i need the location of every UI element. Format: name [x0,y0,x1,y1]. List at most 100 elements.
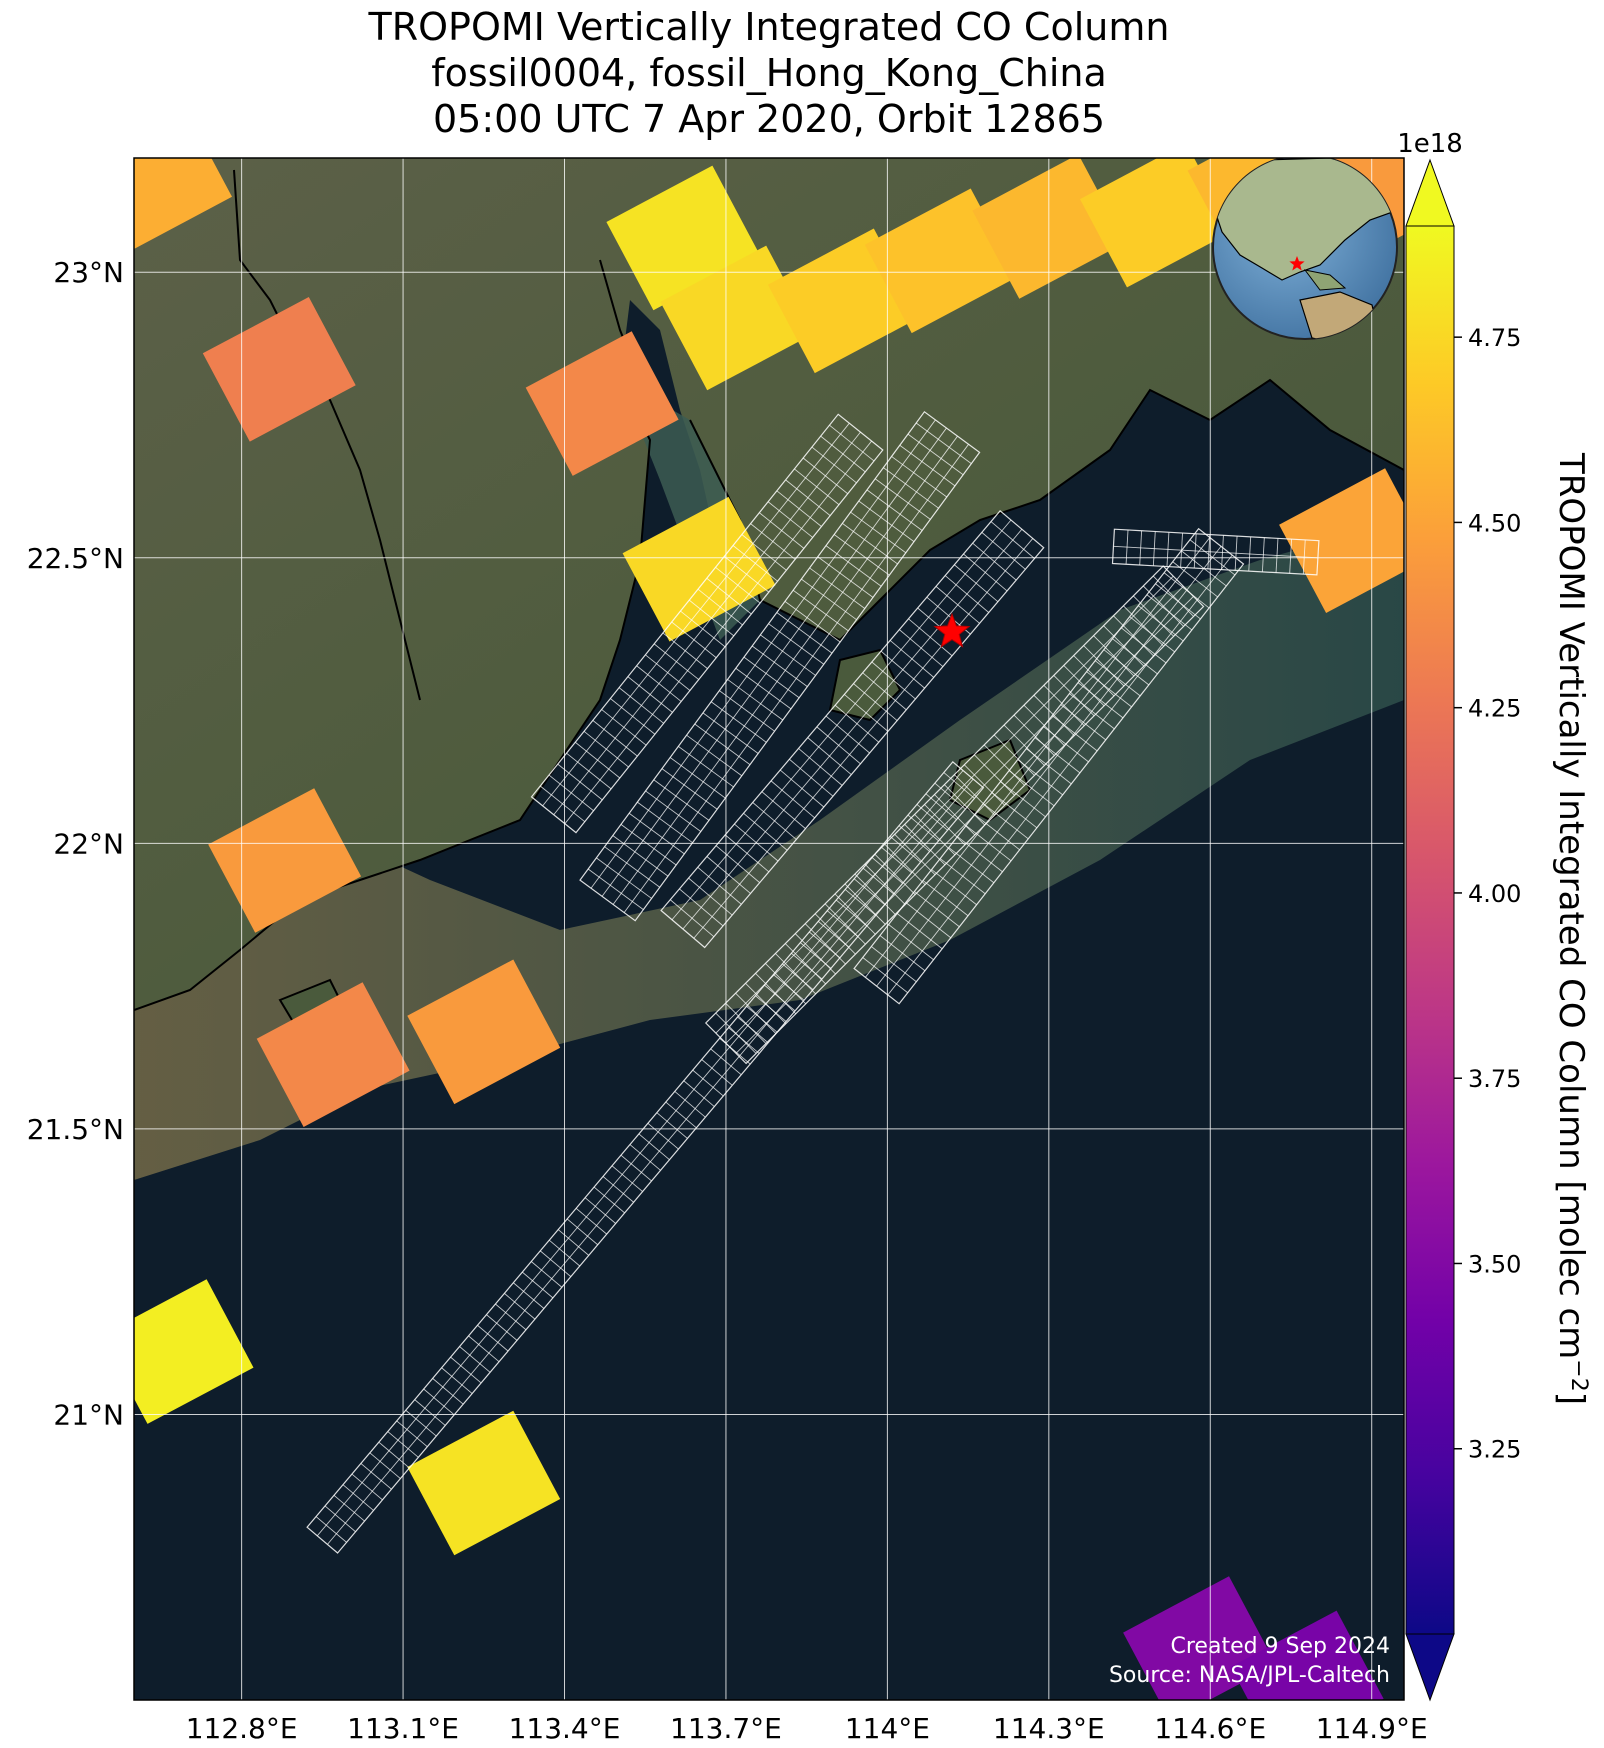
co-sounding-cell [864,188,1018,334]
footprint-swath [306,761,985,1554]
footprint-grid-line [853,878,886,905]
footprint-grid-line [324,1505,356,1533]
longitude-tick-labels: 112.8°E 113.1°E 113.4°E 113.7°E 114°E 114.3°E… [186,1712,1428,1745]
footprint-grid-line [710,701,767,743]
footprint-grid-line [315,1516,347,1543]
river-channel [233,169,421,701]
footprint-grid-line [553,431,861,816]
footprint-grid-line [693,538,1034,939]
footprint-grid-line [645,790,702,832]
co-sounding-cell [134,1279,254,1424]
longitude-tick-label: 114°E [845,1712,930,1745]
gridlines [134,158,1404,1700]
footprint-grid-line [782,963,814,990]
latitude-tick-label: 23°N [53,256,124,289]
footprint-grid-line [801,578,857,621]
footprint-grid-line [735,596,1194,1054]
footprint-grid-line [611,1165,643,1192]
footprint-grid-line [587,868,644,910]
footprint-grid-line [701,1059,733,1086]
footprint-grid-line [653,779,710,821]
footprint-grid-line [378,1441,410,1469]
footprint-grid-line [934,782,966,810]
co-sounding-cell [256,982,410,1127]
footprint-grid-line [865,537,1211,978]
footprint-grid-line [566,1218,599,1246]
latitude-tick-label: 21.5°N [27,1113,124,1146]
footprint-grid-line [450,1356,482,1384]
footprint-grid-line [637,801,693,844]
footprint-grid-line [604,846,661,888]
footprint-grid-line [833,534,890,576]
footprint-grid-line [883,467,939,509]
footprint-grid-line [351,1473,383,1501]
footprint-grid-line [694,723,751,766]
footprint-grid-line [844,889,877,916]
footprint-grid-line [760,634,816,676]
co-sounding-cell [1080,158,1233,288]
footprint-grid-line [768,623,825,665]
colorbar-label: TROPOMI Vertically Integrated CO Column … [1551,452,1592,1405]
co-sounding-cell [622,496,776,642]
latitude-tick-label: 22.5°N [27,542,124,575]
footprint-grid-line [817,556,874,598]
footprint-grid-line [735,667,792,710]
footprint-grid-line [825,545,882,587]
star-icon[interactable] [933,612,971,648]
footprint-grid-line [333,1494,365,1522]
footprint-grid-line [669,757,726,799]
footprint-grid-line [899,444,956,487]
footprint-grid-line [725,586,1184,1044]
footprint-grid-line [686,734,743,777]
footprint-grid-line [564,440,872,824]
footprint-swath [530,413,884,834]
colorbar-tick-label: 4.00 [1468,880,1521,908]
footprint-grid-line [342,1484,374,1511]
footprint-grid-line [638,1133,670,1161]
footprint-grid-line [531,1261,563,1288]
longitude-tick-label: 113.7°E [670,1712,782,1745]
footprint-grid-line [486,1314,518,1341]
footprint-grid-line [751,645,808,687]
footprint-grid-line [842,522,898,565]
footprint-swath [704,565,1205,1065]
colorbar-label-close: ] [1551,1392,1591,1405]
footprint-grid-line [539,1250,572,1277]
footprint-grid-line [590,419,936,889]
colorbar-top-extend [1405,158,1455,227]
footprint-grid-line [915,422,972,464]
footprint-grid-line [612,435,958,905]
latitude-tick-labels: 23°N 22.5°N 22°N 21.5°N 21°N [27,256,124,1431]
co-sounding-cell [407,959,561,1105]
co-sounding-cell [202,297,356,442]
footprint-grid-line [327,778,974,1545]
co-sounding-cell [525,331,679,476]
footprint-grid-line [414,1399,446,1426]
footprint-grid-line [715,575,1174,1034]
latitude-tick-label: 21°N [53,1398,124,1431]
footprint-grid-line [629,1144,661,1171]
footprint-outline [530,413,884,834]
footprint-outline [704,565,1205,1065]
title-line-3: 05:00 UTC 7 Apr 2020, Orbit 12865 [433,97,1105,141]
target-footprints-layer [306,410,1320,1554]
co-sounding-cell [134,158,232,249]
footprint-grid-line [316,770,964,1537]
colorbar-tick-label: 3.75 [1468,1065,1521,1093]
footprint-grid-line [692,1069,724,1097]
star-icon [1289,256,1305,271]
footprint-grid-line [889,835,921,863]
footprint-grid-line [683,1080,715,1107]
footprint-grid-line [601,427,947,897]
co-sounding-cell [1279,468,1404,613]
longitude-tick-label: 113.4°E [509,1712,621,1745]
footprint-grid-line [792,589,849,632]
footprint-grid-line [826,910,859,937]
colorbar-body [1405,225,1455,1635]
credit-created: Created 9 Sep 2024 [1171,1634,1391,1659]
footprint-grid-line [596,857,652,899]
footprint-grid-line [432,1378,464,1405]
footprint-grid-line [623,444,969,913]
co-sounding-cell [407,1410,561,1556]
